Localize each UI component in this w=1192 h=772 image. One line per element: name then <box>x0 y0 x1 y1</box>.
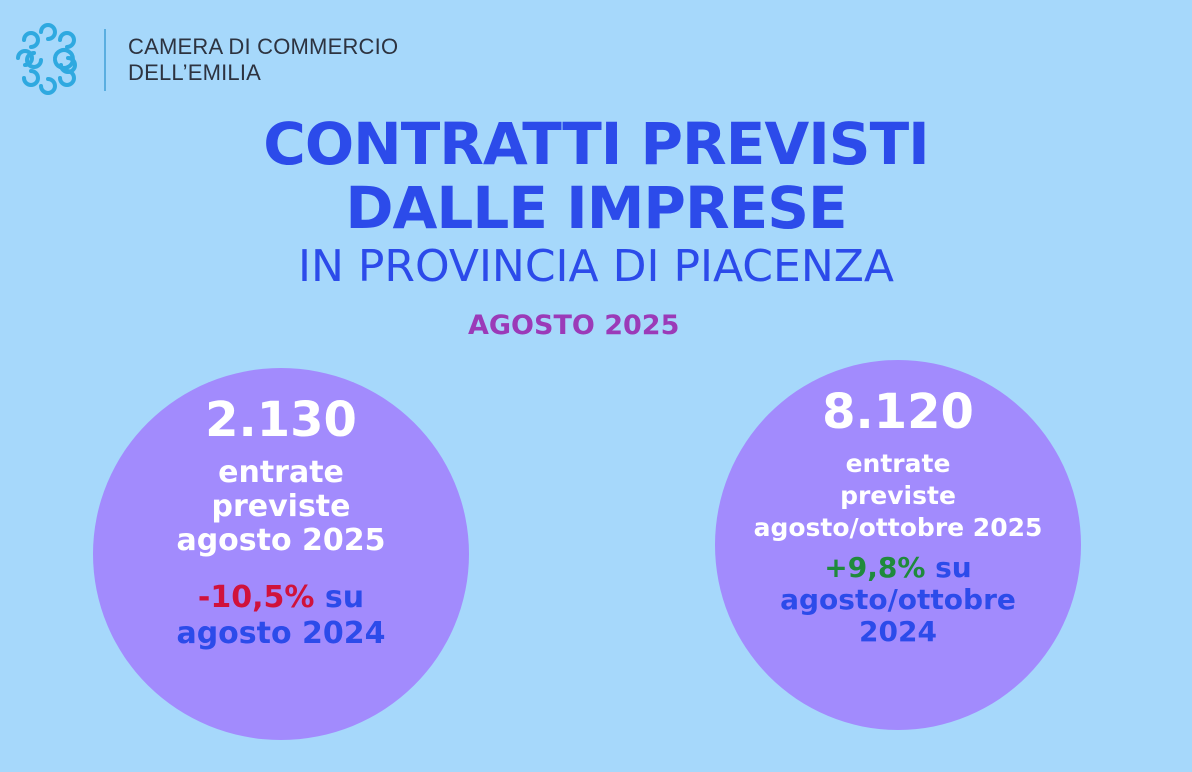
header: CAMERA DI COMMERCIO DELL’EMILIA <box>10 22 398 98</box>
stat-change-positive: +9,8% <box>824 551 926 584</box>
stat-desc-line1: entrate <box>845 449 951 478</box>
title-line2: DALLE IMPRESE <box>345 174 847 242</box>
camera-commercio-logo-icon <box>16 23 77 95</box>
stat-description: entrate previste agosto/ottobre 2025 <box>715 448 1081 544</box>
title-block: CONTRATTI PREVISTI DALLE IMPRESE IN PROV… <box>0 112 1192 294</box>
month-label: AGOSTO 2025 <box>468 310 680 341</box>
title-line1: CONTRATTI PREVISTI <box>263 110 929 178</box>
stat-circle-monthly: 2.130 entrate previste agosto 2025 -10,5… <box>93 368 469 740</box>
stat-compare-line2: agosto/ottobre <box>780 583 1016 616</box>
stat-value: 2.130 <box>205 392 357 448</box>
stat-desc-line2: previste <box>840 481 956 510</box>
organization-name: CAMERA DI COMMERCIO DELL’EMILIA <box>128 34 398 86</box>
subtitle: IN PROVINCIA DI PIACENZA <box>298 241 894 292</box>
stat-compare-line3: 2024 <box>859 615 937 648</box>
stat-change-suffix: su <box>314 580 365 615</box>
stat-compare-line2: agosto 2024 <box>176 616 386 651</box>
header-divider <box>104 29 106 91</box>
org-name-line1: CAMERA DI COMMERCIO <box>128 34 399 59</box>
stat-change-suffix: su <box>925 551 972 584</box>
stat-desc-line1: entrate <box>218 455 344 490</box>
stat-value: 8.120 <box>822 384 974 440</box>
stat-comparison: +9,8% su agosto/ottobre 2024 <box>715 552 1081 648</box>
stat-circle-quarterly: 8.120 entrate previste agosto/ottobre 20… <box>715 360 1081 730</box>
org-name-line2: DELL’EMILIA <box>128 60 262 85</box>
stat-comparison: -10,5% su agosto 2024 <box>93 580 469 652</box>
stat-desc-line3: agosto/ottobre 2025 <box>753 513 1043 542</box>
stat-change-negative: -10,5% <box>197 580 315 615</box>
stat-desc-line3: agosto 2025 <box>176 523 386 558</box>
stat-description: entrate previste agosto 2025 <box>93 456 469 558</box>
stat-desc-line2: previste <box>211 489 351 524</box>
